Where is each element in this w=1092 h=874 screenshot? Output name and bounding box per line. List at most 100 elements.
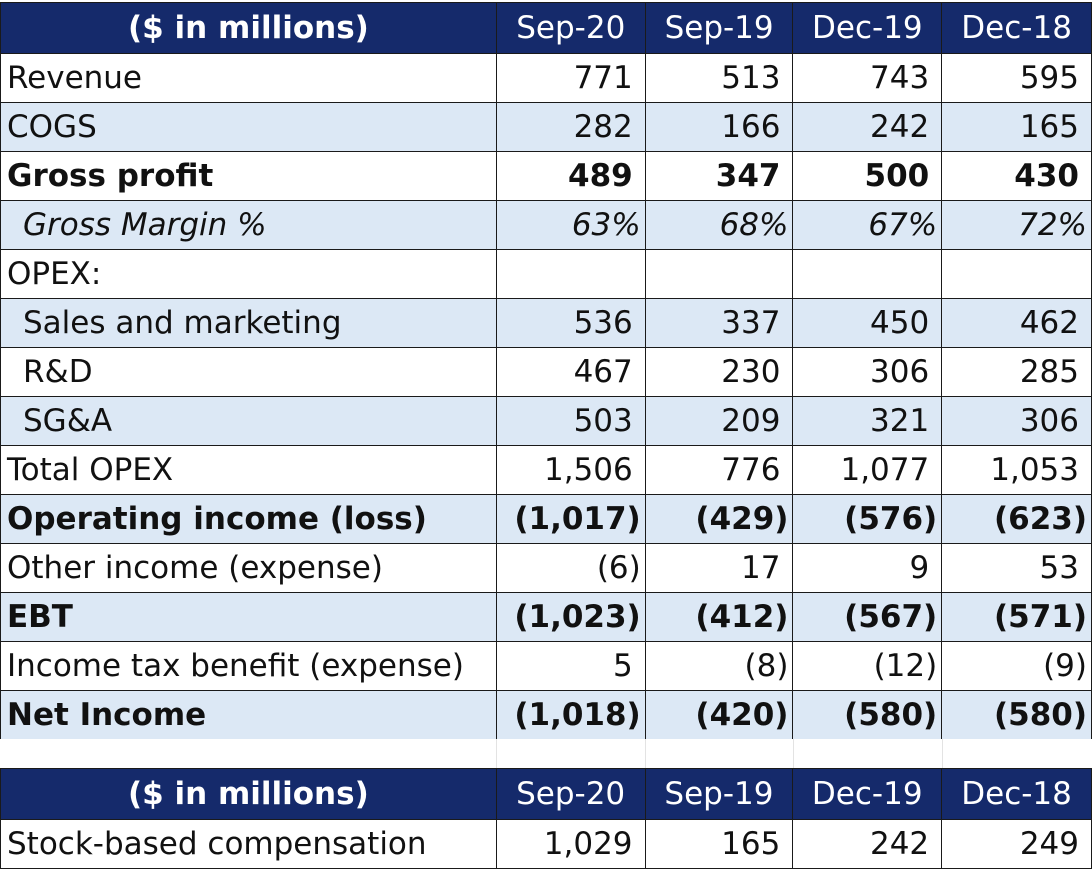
cell-value[interactable]: (571) [941,592,1092,642]
row-income-tax: Income tax benefit (expense) 5 (8) (12) … [0,641,1092,691]
row-label[interactable]: Total OPEX [0,445,497,495]
cell-value[interactable]: (412) [644,592,794,642]
cell-value[interactable] [495,249,646,299]
row-label[interactable]: Revenue [0,53,497,103]
cell-value[interactable]: (580) [792,690,943,740]
row-gross-margin: Gross Margin % 63% 68% 67% 72% [0,200,1092,250]
row-label[interactable]: Operating income (loss) [0,494,497,544]
row-ebt: EBT (1,023) (412) (567) (571) [0,592,1092,642]
cell-value[interactable] [792,249,943,299]
cell-value[interactable] [644,249,794,299]
cell-value[interactable] [941,249,1092,299]
cell-value[interactable]: 489 [495,151,646,201]
cell-value[interactable]: 53 [941,543,1092,593]
row-label[interactable]: EBT [0,592,497,642]
table-header-row: ($ in millions) Sep-20 Sep-19 Dec-19 Dec… [0,768,1092,820]
cell-value[interactable]: 503 [495,396,646,446]
cell-value[interactable]: (9) [941,641,1092,691]
cell-value[interactable]: (1,018) [495,690,646,740]
cell-value[interactable]: 776 [644,445,794,495]
cell-value[interactable]: 337 [644,298,794,348]
cell-value[interactable]: 306 [792,347,943,397]
cell-value[interactable]: 242 [792,819,943,869]
cell-value[interactable]: 5 [495,641,646,691]
row-sales-marketing: Sales and marketing 536 337 450 462 [0,298,1092,348]
cell-value[interactable]: 1,053 [941,445,1092,495]
row-label[interactable]: Net Income [0,690,497,740]
row-label[interactable]: Income tax benefit (expense) [0,641,497,691]
cell-value[interactable]: 462 [941,298,1092,348]
cell-value[interactable]: (576) [792,494,943,544]
cell-value[interactable]: 67% [792,200,943,250]
row-label[interactable]: Sales and marketing [0,298,497,348]
cell-value[interactable]: (567) [792,592,943,642]
row-label[interactable]: SG&A [0,396,497,446]
cell-value[interactable]: 165 [941,102,1092,152]
row-label[interactable]: Stock-based compensation [0,819,497,869]
cell-value[interactable]: 536 [495,298,646,348]
cell-value[interactable]: 242 [792,102,943,152]
cell-value[interactable]: 1,077 [792,445,943,495]
row-label[interactable]: OPEX: [0,249,497,299]
cell-value[interactable]: 450 [792,298,943,348]
header-dec-19[interactable]: Dec-19 [792,2,943,54]
cell-value[interactable]: 595 [941,53,1092,103]
stock-compensation-table: ($ in millions) Sep-20 Sep-19 Dec-19 Dec… [0,768,1092,869]
cell-value[interactable]: 513 [644,53,794,103]
cell-value[interactable]: 285 [941,347,1092,397]
cell-value[interactable]: (580) [941,690,1092,740]
row-stock-based-compensation: Stock-based compensation 1,029 165 242 2… [0,819,1092,869]
header-dec-18[interactable]: Dec-18 [941,768,1092,820]
cell-value[interactable]: 1,506 [495,445,646,495]
cell-value[interactable]: 63% [495,200,646,250]
row-label[interactable]: R&D [0,347,497,397]
row-label[interactable]: Other income (expense) [0,543,497,593]
header-sep-19[interactable]: Sep-19 [644,2,794,54]
cell-value[interactable]: 165 [644,819,794,869]
cell-value[interactable]: 430 [941,151,1092,201]
row-net-income: Net Income (1,018) (420) (580) (580) [0,690,1092,740]
row-label[interactable]: COGS [0,102,497,152]
header-sep-19[interactable]: Sep-19 [644,768,794,820]
row-label[interactable]: Gross Margin % [0,200,497,250]
header-dec-18[interactable]: Dec-18 [941,2,1092,54]
row-cogs: COGS 282 166 242 165 [0,102,1092,152]
row-label[interactable]: Gross profit [0,151,497,201]
cell-value[interactable]: 467 [495,347,646,397]
row-operating-income: Operating income (loss) (1,017) (429) (5… [0,494,1092,544]
header-sep-20[interactable]: Sep-20 [495,2,646,54]
cell-value[interactable]: 743 [792,53,943,103]
cell-value[interactable]: 230 [644,347,794,397]
cell-value[interactable]: 209 [644,396,794,446]
cell-value[interactable]: 1,029 [495,819,646,869]
cell-value[interactable]: 306 [941,396,1092,446]
cell-value[interactable]: (623) [941,494,1092,544]
header-units[interactable]: ($ in millions) [0,2,497,54]
cell-value[interactable]: 321 [792,396,943,446]
cell-value[interactable]: 9 [792,543,943,593]
cell-value[interactable]: (420) [644,690,794,740]
cell-value[interactable]: 282 [495,102,646,152]
cell-value[interactable]: (6) [495,543,646,593]
cell-value[interactable]: (8) [644,641,794,691]
cell-value[interactable]: 68% [644,200,794,250]
cell-value[interactable]: 17 [644,543,794,593]
cell-value[interactable]: (1,023) [495,592,646,642]
row-opex-heading: OPEX: [0,249,1092,299]
cell-value[interactable]: (429) [644,494,794,544]
cell-value[interactable]: 771 [495,53,646,103]
cell-value[interactable]: 166 [644,102,794,152]
cell-value[interactable]: 500 [792,151,943,201]
header-dec-19[interactable]: Dec-19 [792,768,943,820]
row-gross-profit: Gross profit 489 347 500 430 [0,151,1092,201]
cell-value[interactable]: 72% [941,200,1092,250]
row-sga: SG&A 503 209 321 306 [0,396,1092,446]
row-other-income: Other income (expense) (6) 17 9 53 [0,543,1092,593]
cell-value[interactable]: 249 [941,819,1092,869]
cell-value[interactable]: 347 [644,151,794,201]
header-units[interactable]: ($ in millions) [0,768,497,820]
cell-value[interactable]: (12) [792,641,943,691]
cell-value[interactable]: (1,017) [495,494,646,544]
header-sep-20[interactable]: Sep-20 [495,768,646,820]
